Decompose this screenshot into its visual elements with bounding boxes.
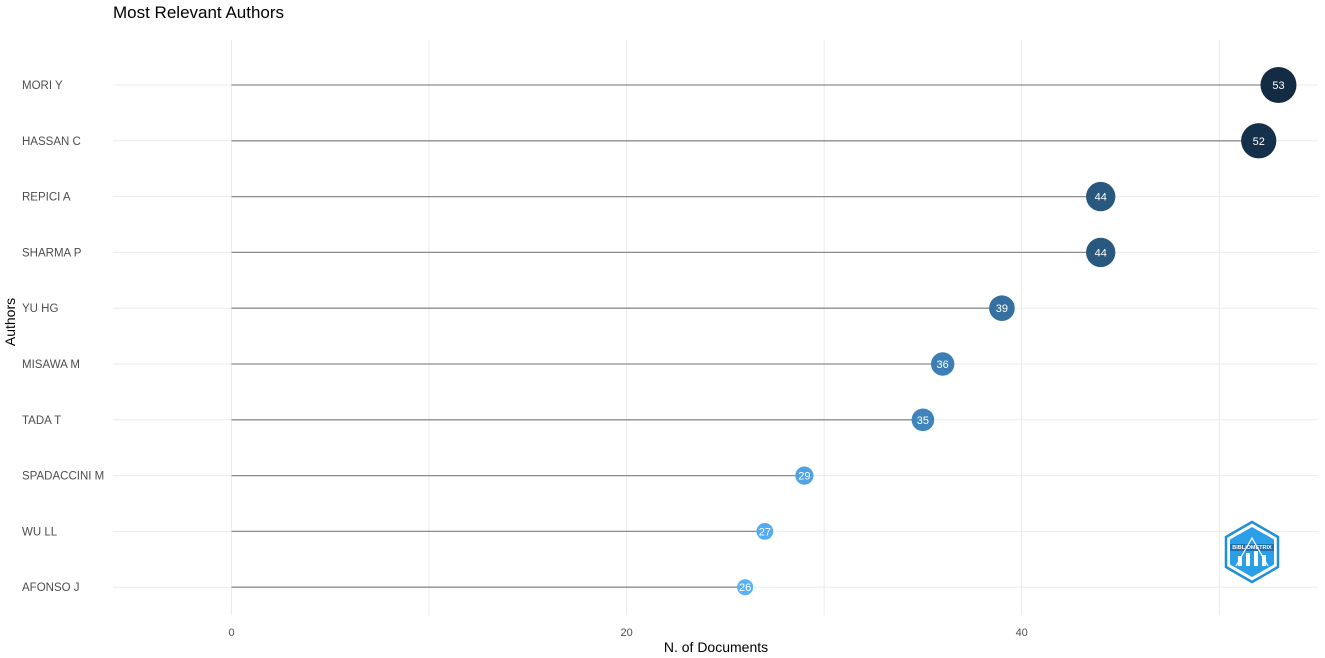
y-tick-label: AFONSO J <box>22 582 80 594</box>
data-label: 29 <box>798 471 810 483</box>
data-label: 44 <box>1095 192 1107 204</box>
grid <box>113 40 1318 615</box>
lollipop-dot <box>930 352 955 376</box>
lollipop-dot <box>1260 67 1297 103</box>
data-label: 35 <box>917 415 929 427</box>
y-tick-label: HASSAN C <box>22 136 81 148</box>
y-tick-label: SPADACCINI M <box>22 471 104 483</box>
bibliometrix-logo: BIBLIOMETRIX <box>1224 520 1280 584</box>
y-tick-label: WU LL <box>22 526 58 538</box>
lollipop-dot <box>737 579 754 596</box>
y-tick-label: SHARMA P <box>22 247 82 259</box>
y-axis-labels: MORI Y HASSAN C REPICI A SHARMA P YU HG MISAW… <box>22 80 104 594</box>
lollipop-dot <box>911 408 935 432</box>
x-tick-label: 20 <box>620 627 632 639</box>
y-tick-label: TADA T <box>22 415 61 427</box>
data-label: 26 <box>739 582 751 594</box>
lollipop-dot <box>1086 181 1116 212</box>
lollipop-dots: 53 52 44 44 39 36 35 29 27 26 <box>737 67 1297 596</box>
chart-title: Most Relevant Authors <box>113 3 284 22</box>
lollipop-dot <box>1086 237 1116 268</box>
x-axis-title: N. of Documents <box>664 639 768 655</box>
y-tick-label: REPICI A <box>22 192 71 204</box>
x-tick-label: 40 <box>1016 627 1028 639</box>
data-label: 44 <box>1095 247 1107 259</box>
lollipop-dot <box>795 466 814 485</box>
y-tick-label: YU HG <box>22 303 58 315</box>
y-tick-label: MISAWA M <box>22 359 80 371</box>
data-label: 36 <box>937 359 949 371</box>
logo-text: BIBLIOMETRIX <box>1232 545 1272 551</box>
lollipop-stems <box>231 84 1279 588</box>
y-tick-label: MORI Y <box>22 80 63 92</box>
data-label: 53 <box>1272 80 1284 92</box>
data-label: 27 <box>759 526 771 538</box>
x-axis-ticks: 0 20 40 <box>228 627 1027 639</box>
x-tick-label: 0 <box>228 627 234 639</box>
lollipop-dot <box>756 523 774 540</box>
y-axis-title: Authors <box>2 298 18 346</box>
data-label: 39 <box>996 303 1008 315</box>
lollipop-dot <box>1241 123 1277 159</box>
lollipop-dot <box>989 295 1015 322</box>
data-label: 52 <box>1253 136 1265 148</box>
